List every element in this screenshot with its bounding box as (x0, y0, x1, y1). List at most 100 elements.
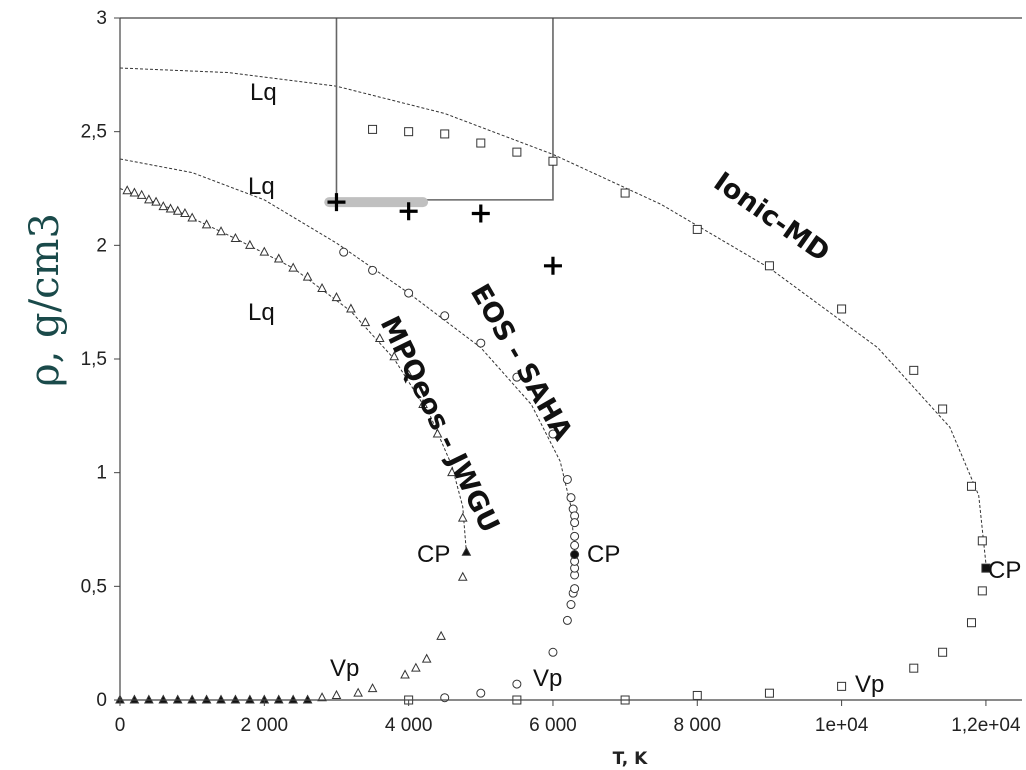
liquid-point (273, 253, 284, 263)
annotations: ρ, g/cm3 T, K Lq Lq Lq Vp Vp Vp CP CP CP… (22, 79, 1021, 769)
vapor-point (421, 653, 432, 663)
data-points (115, 124, 991, 705)
liquid-point (476, 338, 486, 348)
experiment-point (399, 202, 418, 221)
vp-label-saha: Vp (533, 665, 562, 692)
liquid-point (418, 398, 428, 408)
vp-label-mpq: Vp (330, 655, 359, 682)
liquid-point (966, 481, 976, 491)
vapor-point (230, 694, 241, 704)
liquid-point (259, 246, 270, 256)
liquid-point (570, 518, 580, 528)
experiment-point (471, 204, 490, 223)
vapor-point (201, 694, 212, 704)
liquid-point (180, 207, 190, 218)
liquid-point (288, 262, 299, 272)
vapor-point (692, 690, 702, 700)
liquid-point (187, 212, 197, 222)
lq-label-mpq: Lq (248, 299, 275, 326)
liquid-point (360, 317, 371, 327)
liquid-point (548, 429, 558, 439)
liquid-point (389, 351, 400, 361)
y-tick-label: 1 (96, 463, 107, 484)
experiment-point (543, 256, 562, 275)
x-tick-label: 1,2e+04 (951, 715, 1021, 736)
vapor-point (245, 694, 255, 704)
vapor-point (216, 694, 226, 704)
y-tick-label: 1,5 (81, 349, 107, 370)
vapor-point (436, 630, 446, 640)
liquid-point (317, 282, 327, 293)
cp-label-mpq: CP (417, 541, 450, 568)
liquid-point (440, 129, 450, 139)
lq-label-saha: Lq (248, 173, 275, 200)
vapor-point (476, 688, 486, 698)
liquid-point (432, 428, 443, 438)
liquid-point (230, 232, 241, 243)
series-label-ionic-md: Ionic-MD (708, 166, 835, 268)
vapor-point (909, 663, 919, 673)
y-tick-label: 2 (96, 235, 107, 256)
liquid-point (331, 292, 342, 302)
vapor-point (172, 694, 183, 704)
liquid-point (403, 369, 414, 379)
liquid-point (368, 265, 378, 275)
liquid-point (368, 124, 378, 134)
vapor-point (566, 600, 576, 610)
y-tick-label: 0,5 (81, 576, 107, 597)
liquid-point (977, 536, 987, 546)
vapor-point (187, 694, 197, 704)
vapor-point (837, 681, 847, 691)
fit-curves (119, 67, 987, 564)
liquid-point (129, 187, 140, 197)
cp-label-ionic: CP (988, 557, 1021, 584)
liquid-point (440, 311, 450, 321)
cp-label-saha: CP (587, 541, 620, 568)
critical-point (461, 546, 472, 556)
liquid-point (136, 189, 147, 199)
liquid-point (620, 188, 630, 198)
fit-curve (119, 158, 576, 553)
vapor-point (331, 689, 342, 699)
liquid-point (201, 219, 212, 229)
liquid-point (404, 127, 414, 137)
critical-point (570, 550, 580, 560)
liquid-point (692, 224, 702, 234)
vapor-point (129, 694, 140, 704)
vapor-point (512, 679, 522, 689)
vp-label-ionic: Vp (855, 671, 884, 698)
vapor-point (288, 694, 299, 704)
vapor-point (353, 687, 363, 697)
x-tick-label: 8 000 (674, 715, 722, 736)
critical-point (981, 563, 991, 573)
liquid-point (165, 203, 176, 213)
vapor-point (977, 586, 987, 596)
liquid-point (570, 531, 580, 541)
series-label-eos-saha: EOS - SAHA (464, 279, 578, 446)
liquid-point (447, 467, 457, 477)
vapor-point (400, 669, 410, 679)
liquid-point (144, 194, 154, 204)
axes: 0 0,5 1 1,5 2 2,5 3 0 2 000 4 000 6 000 8 000 1e+04 1… (81, 8, 1022, 736)
x-tick-label: 6 000 (529, 715, 577, 736)
x-tick-label: 4 000 (385, 715, 433, 736)
liquid-point (245, 239, 255, 249)
fit-curve (119, 67, 987, 564)
liquid-point (548, 156, 558, 166)
x-tick-label: 1e+04 (815, 715, 869, 736)
selection-box (335, 18, 554, 201)
vapor-point (548, 647, 558, 657)
liquid-point (122, 185, 133, 195)
vapor-point (144, 694, 154, 704)
vapor-point (367, 683, 378, 693)
vapor-point (411, 662, 421, 672)
liquid-point (216, 226, 226, 236)
liquid-point (302, 271, 313, 281)
y-tick-label: 0 (96, 690, 107, 711)
x-axis-label: T, K (613, 749, 649, 769)
liquid-point (938, 404, 948, 414)
vapor-point (273, 694, 284, 704)
liquid-point (476, 138, 486, 148)
liquid-point (512, 372, 522, 382)
